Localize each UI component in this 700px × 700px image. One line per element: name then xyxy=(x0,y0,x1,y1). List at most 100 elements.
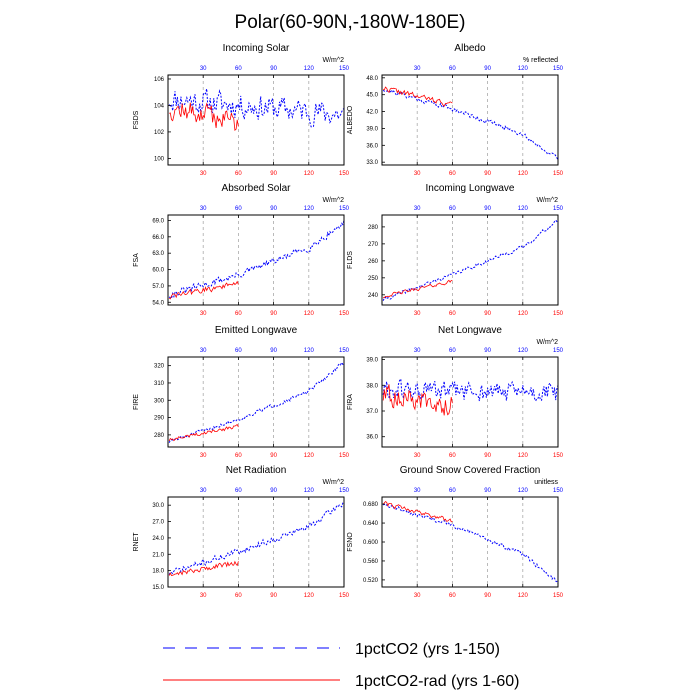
y-tick-label: 39.0 xyxy=(366,126,378,132)
y-tick-label: 240 xyxy=(368,293,379,299)
panel-title: Emitted Longwave xyxy=(215,325,298,336)
x-tick-label-top: 90 xyxy=(484,488,491,494)
y-tick-label: 39.0 xyxy=(366,358,378,364)
x-tick-label-bottom: 90 xyxy=(484,171,491,177)
x-tick-label-bottom: 60 xyxy=(235,593,242,599)
panel-units: W/m^2 xyxy=(322,479,344,486)
panel-fsno: Ground Snow Covered Fraction unitless FSNO… xyxy=(347,465,564,599)
y-tick-label: 60.0 xyxy=(152,268,164,274)
panel-flds: Incoming Longwave W/m^2 FLDS 30 60 90 120 150 30… xyxy=(347,183,564,317)
x-tick-label-bottom: 60 xyxy=(449,593,456,599)
panel-title: Net Longwave xyxy=(438,325,502,336)
x-tick-label-bottom: 120 xyxy=(518,171,529,177)
y-tick-label: 27.0 xyxy=(152,520,164,526)
plot-frame xyxy=(167,214,345,306)
y-tick-label: 0.520 xyxy=(363,578,379,584)
series-line-1pctCO2-rad xyxy=(382,384,453,416)
y-tick-label: 42.0 xyxy=(366,110,378,116)
x-tick-label-top: 30 xyxy=(414,488,421,494)
x-tick-label-bottom: 90 xyxy=(270,311,277,317)
series-line-1pctCO2-rad xyxy=(383,279,453,299)
y-axis-label: FIRE xyxy=(133,394,140,410)
y-tick-label: 57.0 xyxy=(152,284,164,290)
y-tick-label: 0.680 xyxy=(363,502,379,508)
x-tick-label-bottom: 120 xyxy=(518,593,529,599)
panel-units: W/m^2 xyxy=(322,197,344,204)
y-axis-label: FSNO xyxy=(347,532,354,552)
series-line-1pctCO2 xyxy=(382,219,559,301)
x-tick-label-bottom: 120 xyxy=(518,453,529,459)
x-tick-label-bottom: 60 xyxy=(449,311,456,317)
series-line-1pctCO2 xyxy=(168,361,345,443)
plot-frame xyxy=(167,74,345,166)
legend: 1pctCO2 (yrs 1-150) 1pctCO2-rad (yrs 1-6… xyxy=(163,641,520,690)
y-tick-label: 24.0 xyxy=(152,536,164,542)
y-tick-label: 37.0 xyxy=(366,409,378,415)
y-tick-label: 30.0 xyxy=(152,503,164,509)
x-tick-label-top: 150 xyxy=(339,348,350,354)
plot-frame xyxy=(381,214,559,306)
legend-label-1pctCO2-rad: 1pctCO2-rad (yrs 1-60) xyxy=(355,673,520,690)
x-tick-label-bottom: 90 xyxy=(270,453,277,459)
y-axis-label: FSDS xyxy=(133,110,140,129)
x-tick-label-bottom: 150 xyxy=(339,453,350,459)
x-tick-label-top: 150 xyxy=(553,348,564,354)
series-line-1pctCO2-rad xyxy=(169,102,239,131)
x-tick-label-bottom: 90 xyxy=(484,311,491,317)
x-tick-label-top: 30 xyxy=(414,348,421,354)
x-tick-label-top: 60 xyxy=(449,66,456,72)
y-tick-label: 66.0 xyxy=(152,235,164,241)
x-tick-label-top: 120 xyxy=(304,206,315,212)
y-tick-label: 33.0 xyxy=(366,160,378,166)
series-line-1pctCO2 xyxy=(382,88,559,161)
x-tick-label-top: 150 xyxy=(553,206,564,212)
x-tick-label-bottom: 30 xyxy=(200,311,207,317)
y-axis-label: FLDS xyxy=(347,251,354,269)
panel-fsds: Incoming Solar W/m^2 FSDS 30 60 90 120 150 30 60 9… xyxy=(133,43,350,177)
x-tick-label-top: 30 xyxy=(414,206,421,212)
x-tick-label-top: 120 xyxy=(518,66,529,72)
series-line-1pctCO2 xyxy=(168,220,345,300)
plot-frame xyxy=(381,496,559,588)
y-tick-label: 250 xyxy=(368,276,379,282)
y-tick-label: 0.600 xyxy=(363,540,379,546)
panel-title: Net Radiation xyxy=(226,465,287,476)
panel-title: Incoming Solar xyxy=(223,43,290,54)
panels: Incoming Solar W/m^2 FSDS 30 60 90 120 150 30 60 9… xyxy=(133,43,564,599)
y-tick-label: 310 xyxy=(154,381,165,387)
x-tick-label-bottom: 150 xyxy=(339,311,350,317)
x-tick-label-bottom: 30 xyxy=(200,453,207,459)
y-tick-label: 54.0 xyxy=(152,300,164,306)
x-tick-label-bottom: 150 xyxy=(553,171,564,177)
panel-title: Ground Snow Covered Fraction xyxy=(400,465,541,476)
panel-albedo: Albedo % reflected ALBEDO 30 60 90 120 150 30 60 9… xyxy=(347,43,564,177)
series-line-1pctCO2 xyxy=(168,88,345,128)
x-tick-label-bottom: 60 xyxy=(449,453,456,459)
y-tick-label: 260 xyxy=(368,259,379,265)
x-tick-label-top: 60 xyxy=(235,66,242,72)
panel-fira: Net Longwave W/m^2 FIRA 30 60 90 120 150 30 60 90 1… xyxy=(347,325,564,459)
x-tick-label-bottom: 30 xyxy=(414,171,421,177)
series-line-1pctCO2 xyxy=(168,502,345,575)
x-tick-label-top: 120 xyxy=(518,488,529,494)
y-tick-label: 21.0 xyxy=(152,552,164,558)
y-tick-label: 38.0 xyxy=(366,383,378,389)
x-tick-label-top: 60 xyxy=(449,348,456,354)
x-tick-label-bottom: 90 xyxy=(270,593,277,599)
plot-frame xyxy=(381,74,559,166)
panel-rnet: Net Radiation W/m^2 RNET 30 60 90 120 150 30 60 90… xyxy=(133,465,350,599)
x-tick-label-bottom: 150 xyxy=(553,593,564,599)
y-tick-label: 69.0 xyxy=(152,218,164,224)
x-tick-label-bottom: 60 xyxy=(235,311,242,317)
x-tick-label-bottom: 150 xyxy=(553,453,564,459)
x-tick-label-top: 150 xyxy=(553,488,564,494)
x-tick-label-top: 30 xyxy=(414,66,421,72)
y-tick-label: 36.0 xyxy=(366,435,378,441)
y-tick-label: 270 xyxy=(368,242,379,248)
x-tick-label-top: 150 xyxy=(339,206,350,212)
panel-units: W/m^2 xyxy=(536,339,558,346)
x-tick-label-top: 30 xyxy=(200,348,207,354)
x-tick-label-bottom: 30 xyxy=(200,593,207,599)
x-tick-label-bottom: 90 xyxy=(484,453,491,459)
y-axis-label: RNET xyxy=(133,532,140,552)
